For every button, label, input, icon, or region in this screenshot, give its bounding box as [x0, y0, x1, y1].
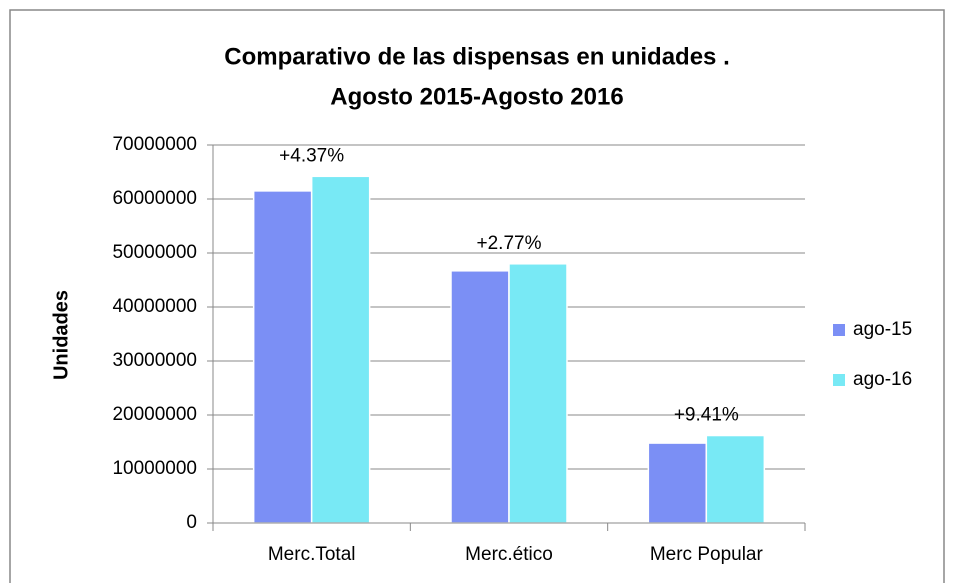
annotation: +2.77%: [477, 233, 542, 254]
y-tick-label: 20000000: [112, 404, 197, 425]
x-tick-label: Merc.Total: [268, 544, 356, 565]
y-tick-label: 0: [186, 512, 197, 533]
legend-label: ago-16: [853, 369, 912, 390]
bar: [705, 434, 766, 524]
y-tick-label: 10000000: [112, 458, 197, 479]
x-tick-label: Merc Popular: [650, 544, 764, 565]
annotation: +9.41%: [674, 405, 739, 426]
legend-label: ago-15: [853, 319, 912, 340]
y-tick-label: 30000000: [112, 350, 197, 371]
y-tick-label: 40000000: [112, 296, 197, 317]
x-tick-label: Merc.ético: [465, 544, 553, 565]
legend-swatch: [833, 324, 845, 336]
y-axis-label: Unidades: [50, 290, 72, 380]
y-tick-label: 70000000: [112, 134, 197, 155]
y-tick-label: 60000000: [112, 188, 197, 209]
chart-title: Comparativo de las dispensas en unidades…: [224, 43, 730, 70]
chart-title: Agosto 2015-Agosto 2016: [330, 83, 623, 110]
annotation: +4.37%: [279, 145, 344, 166]
bar: [508, 263, 568, 524]
bar: [310, 175, 371, 524]
legend-swatch: [833, 374, 845, 386]
bar: [252, 190, 313, 524]
y-tick-label: 50000000: [112, 242, 197, 263]
bar: [450, 270, 510, 524]
bar: [647, 442, 708, 524]
